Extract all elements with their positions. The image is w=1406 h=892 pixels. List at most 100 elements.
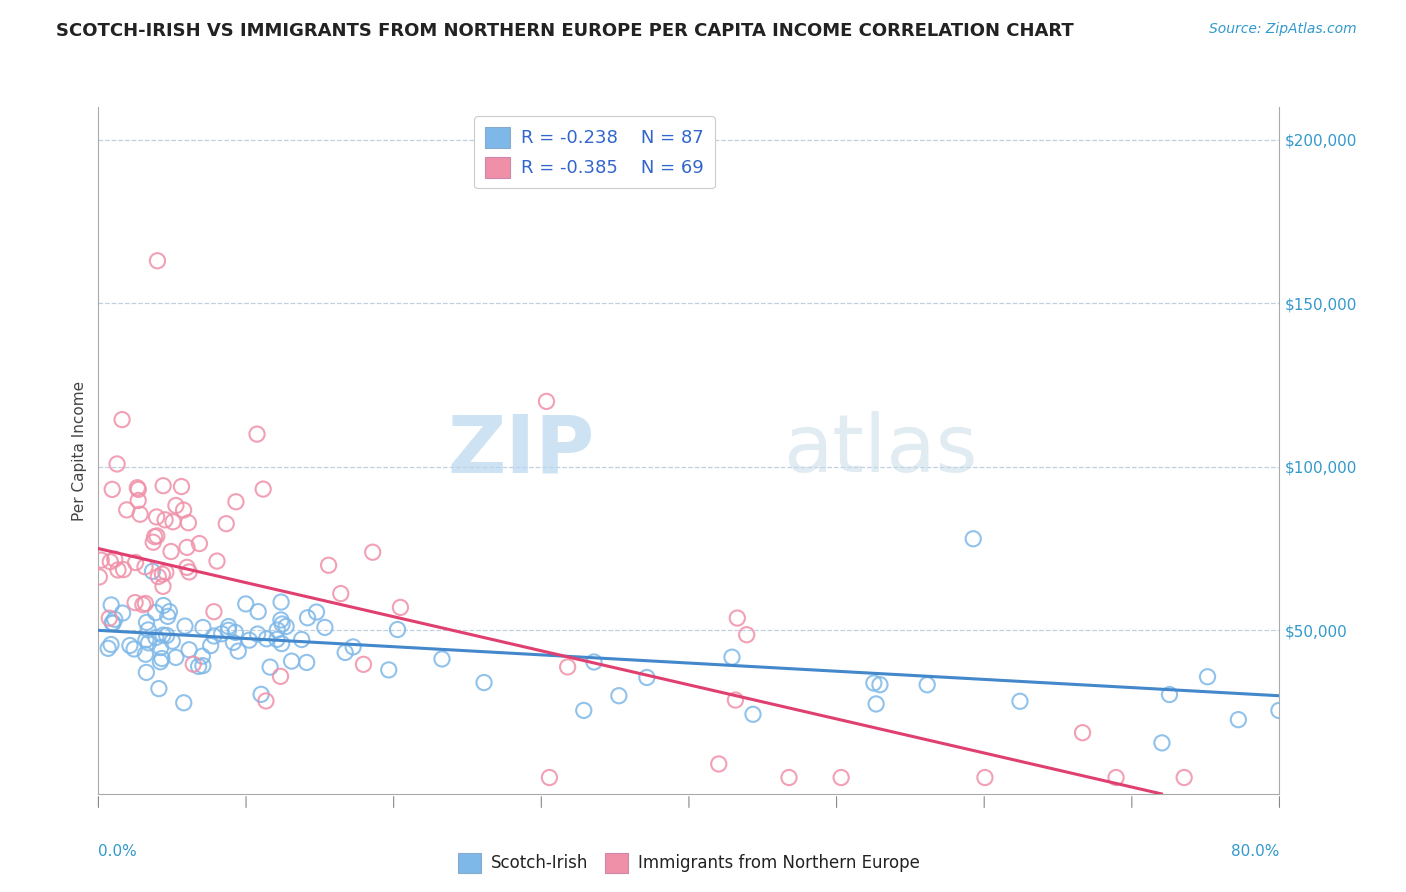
Point [150,567,173,582]
Point [148,569,170,583]
Point [266,623,288,637]
Point [127,481,149,495]
Point [165,650,187,665]
Point [152,599,174,613]
Point [572,703,595,717]
Point [104,612,127,626]
Point [962,532,984,546]
Point [270,669,292,683]
Point [361,545,384,559]
Point [1150,736,1173,750]
Point [430,652,453,666]
Point [179,565,201,579]
Point [138,636,160,650]
Point [235,597,257,611]
Point [111,606,134,620]
Point [329,586,352,600]
Point [124,556,146,570]
Point [101,483,124,497]
Point [118,639,141,653]
Point [105,457,128,471]
Point [246,627,269,641]
Point [188,536,211,550]
Point [153,513,176,527]
Point [224,625,246,640]
Point [90,553,112,567]
Point [135,632,157,647]
Text: Source: ZipAtlas.com: Source: ZipAtlas.com [1209,22,1357,37]
Point [342,640,364,654]
Point [335,645,357,659]
Point [135,665,157,680]
Point [246,427,269,442]
Point [314,620,336,634]
Point [707,756,730,771]
Point [1159,688,1181,702]
Point [211,627,233,641]
Point [155,566,177,580]
Point [238,633,260,648]
Text: 0.0%: 0.0% [98,845,138,859]
Point [202,605,225,619]
Point [191,658,214,673]
Point [280,654,302,668]
Point [129,508,152,522]
Legend: Scotch-Irish, Immigrants from Northern Europe: Scotch-Irish, Immigrants from Northern E… [451,847,927,880]
Point [191,649,214,664]
Point [149,640,172,655]
Point [165,499,187,513]
Text: 80.0%: 80.0% [1232,845,1279,859]
Point [1071,725,1094,739]
Point [202,629,225,643]
Point [270,637,292,651]
Point [1268,703,1291,717]
Point [863,676,886,690]
Point [100,598,122,612]
Point [132,598,155,612]
Point [218,619,240,633]
Point [607,689,630,703]
Point [157,605,180,619]
Point [127,493,149,508]
Point [271,617,294,632]
Point [134,647,156,661]
Point [778,771,800,785]
Point [152,479,174,493]
Point [134,596,156,610]
Point [146,529,169,543]
Point [318,558,340,573]
Point [1008,694,1031,708]
Point [156,609,179,624]
Point [974,771,997,785]
Point [162,634,184,648]
Point [127,483,149,497]
Point [104,552,127,566]
Point [152,628,174,642]
Point [724,693,747,707]
Point [218,624,240,638]
Point [122,642,145,657]
Point [134,559,156,574]
Point [115,503,138,517]
Point [377,663,399,677]
Point [142,535,165,549]
Point [353,657,375,672]
Text: ZIP: ZIP [447,411,595,490]
Point [98,611,121,625]
Point [145,631,167,645]
Point [150,651,173,665]
Point [256,632,278,646]
Point [135,615,157,630]
Point [173,503,195,517]
Point [557,660,579,674]
Point [270,613,292,627]
Point [1105,771,1128,785]
Point [582,655,605,669]
Point [124,596,146,610]
Point [173,696,195,710]
Point [101,616,124,631]
Point [222,635,245,649]
Point [176,560,198,574]
Point [98,555,121,569]
Point [254,694,277,708]
